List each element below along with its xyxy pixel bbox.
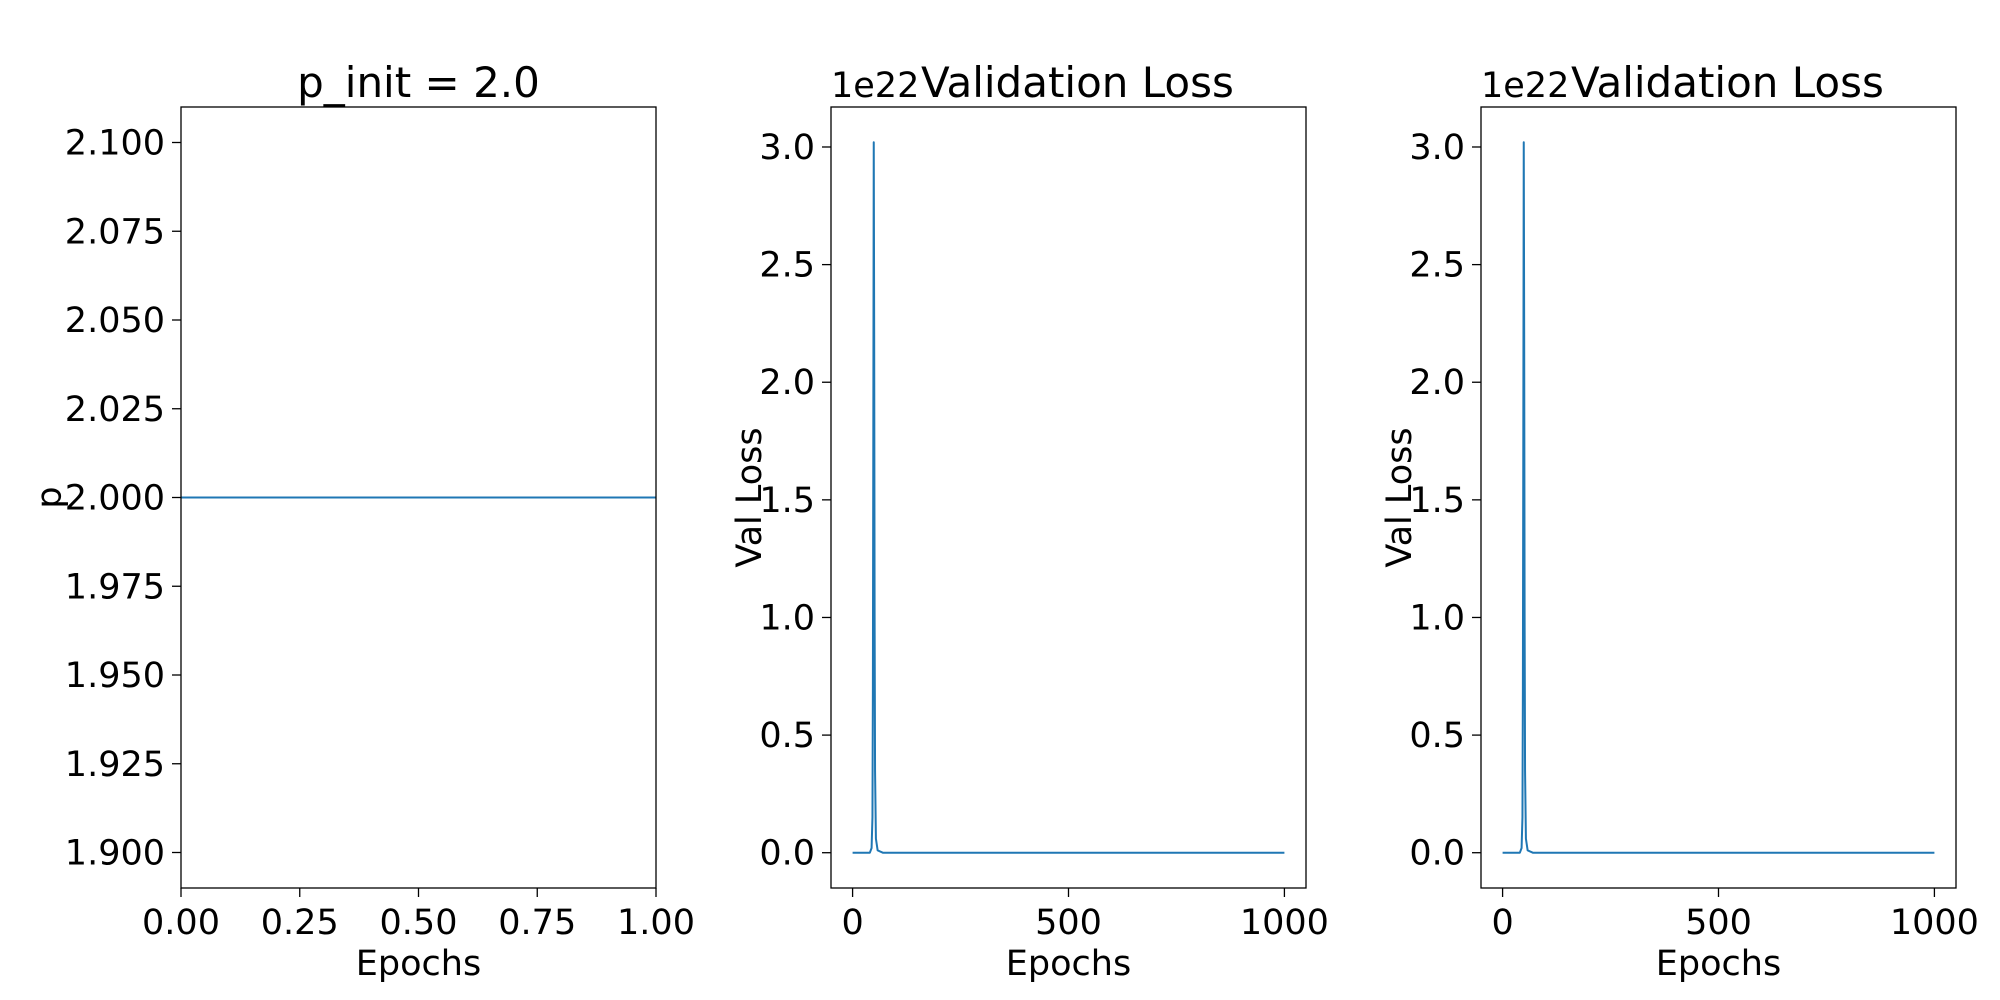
x-tick-label: 1000 bbox=[1890, 903, 1979, 943]
y-tick-label: 0.0 bbox=[759, 834, 815, 874]
y-tick-label: 1.950 bbox=[65, 656, 165, 696]
panel-p-init: 0.00 0.25 0.50 0.75 1.00 1.900 1.925 1.950 1.975… bbox=[30, 58, 695, 984]
y-tick-label: 3.0 bbox=[759, 128, 815, 168]
y-axis-label: p bbox=[30, 486, 70, 508]
y-tick-label: 2.5 bbox=[759, 246, 815, 286]
y-tick-label: 1.975 bbox=[65, 567, 165, 607]
y-axis-label: Val Loss bbox=[1380, 427, 1420, 567]
y-tick-label: 2.025 bbox=[65, 390, 165, 430]
y-tick-label: 1.0 bbox=[1409, 598, 1465, 638]
y-tick-label: 2.100 bbox=[65, 124, 165, 164]
x-tick-label: 500 bbox=[1035, 903, 1102, 943]
x-tick-label: 0.00 bbox=[142, 903, 220, 943]
x-tick-label: 0 bbox=[1491, 903, 1513, 943]
y-tick-label: 2.050 bbox=[65, 301, 165, 341]
y-tick-label: 1.900 bbox=[65, 834, 165, 874]
x-axis-label: Epochs bbox=[1656, 944, 1781, 984]
series-line bbox=[1502, 141, 1935, 854]
x-tick-label: 1.00 bbox=[617, 903, 695, 943]
y-tick-label: 0.0 bbox=[1409, 834, 1465, 874]
x-tick-label: 1000 bbox=[1240, 903, 1329, 943]
axes-frame bbox=[830, 106, 1307, 889]
y-tick-label: 2.0 bbox=[759, 363, 815, 403]
x-tick-label: 0.75 bbox=[498, 903, 576, 943]
y-tick-label: 1.5 bbox=[759, 481, 815, 521]
x-tick-label: 0.50 bbox=[380, 903, 458, 943]
y-tick-label: 3.0 bbox=[1409, 128, 1465, 168]
x-tick-label: 500 bbox=[1685, 903, 1752, 943]
x-axis-label: Epochs bbox=[356, 944, 481, 984]
y-tick-label: 0.5 bbox=[1409, 716, 1465, 756]
y-tick-label: 1.0 bbox=[759, 598, 815, 638]
y-tick-label: 2.5 bbox=[1409, 246, 1465, 286]
chart-title: Validation Loss bbox=[921, 58, 1234, 107]
axes-frame bbox=[1480, 106, 1957, 889]
x-tick-label: 0.25 bbox=[261, 903, 339, 943]
chart-title: Validation Loss bbox=[1571, 58, 1884, 107]
panel-validation-loss-2: 0 500 1000 0.0 0.5 1.0 1.5 2.0 2.5 3.0 Epochs Val L… bbox=[1380, 58, 1979, 984]
y-tick-label: 2.000 bbox=[65, 479, 165, 519]
x-tick-label: 0 bbox=[841, 903, 863, 943]
y-tick-label: 1.5 bbox=[1409, 481, 1465, 521]
series-line bbox=[852, 141, 1285, 854]
panel-validation-loss-1: 0 500 1000 0.0 0.5 1.0 1.5 2.0 2.5 3.0 Epochs Val L… bbox=[730, 58, 1329, 984]
y-offset-text: 1e22 bbox=[1481, 66, 1569, 106]
y-tick-label: 0.5 bbox=[759, 716, 815, 756]
y-tick-label: 1.925 bbox=[65, 745, 165, 785]
y-tick-label: 2.0 bbox=[1409, 363, 1465, 403]
x-axis-label: Epochs bbox=[1006, 944, 1131, 984]
chart-title: p_init = 2.0 bbox=[297, 58, 540, 107]
y-axis-label: Val Loss bbox=[730, 427, 770, 567]
y-offset-text: 1e22 bbox=[831, 66, 919, 106]
y-tick-label: 2.075 bbox=[65, 212, 165, 252]
